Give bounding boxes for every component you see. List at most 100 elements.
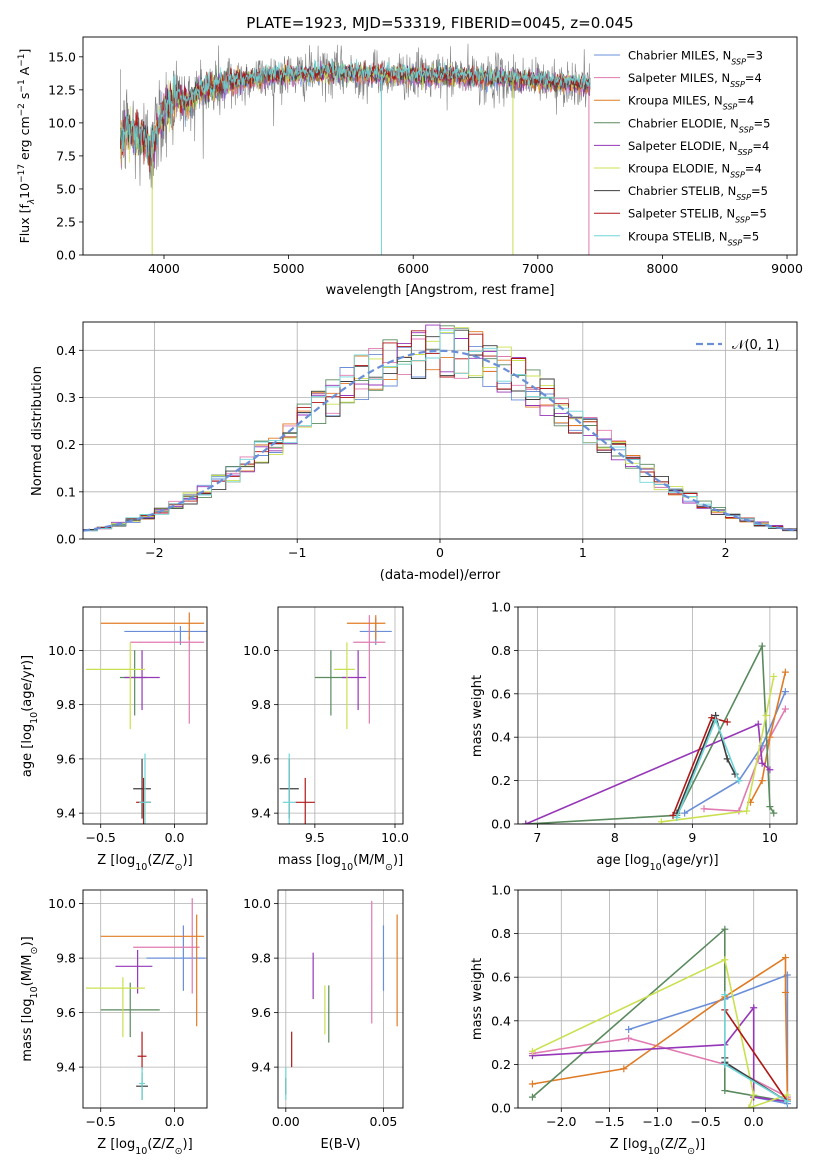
axes-frame	[277, 889, 404, 1109]
legend-entry: Chabrier STELIB, NSSP=5	[628, 184, 768, 202]
y-tick-label: 10.0	[48, 643, 76, 658]
y-tick-label: 0.1	[56, 484, 76, 499]
y-label-part: erg cm	[17, 116, 32, 164]
weight-marker	[770, 672, 778, 680]
weight-marker	[758, 759, 766, 767]
x-tick-label: 2	[722, 545, 730, 560]
y-label-part: 10	[17, 183, 32, 199]
weight-line	[532, 958, 788, 1108]
x-tick-label: 7000	[522, 261, 554, 276]
spectrum-plot-area	[120, 43, 591, 255]
x-tick-label: −1.0	[642, 1114, 672, 1129]
mass_vs_Z-axes: −0.5 0.0 9.4 9.6 9.8 10.0 Z [log10(Z/Z⊙)] mass …	[20, 889, 208, 1157]
weight-line	[525, 643, 775, 824]
weight-marker	[762, 712, 770, 719]
weight-marker	[754, 720, 762, 728]
residual_hist-axes: −2 −1 0 1 2 0.0 0.1 0.2 0.3 0.4	[56, 321, 798, 560]
mass-z-x-label: Z [log10(Z/Z⊙)]	[97, 1137, 192, 1157]
y-tick-label: 0.2	[491, 1057, 511, 1072]
legend-entry: 𝒩(0, 1)	[732, 338, 779, 353]
weight-marker	[743, 807, 751, 815]
weight-marker	[528, 1080, 536, 1088]
x-tick-label: 6000	[397, 261, 429, 276]
weight_vs_age-axes: 7 8 9 10 0.0 0.2 0.4 0.6 0.8 1.0 age [log10(age/yr…	[491, 600, 798, 873]
weight-marker	[781, 705, 789, 713]
x-tick-label: −1	[288, 545, 306, 560]
weight-marker	[708, 714, 716, 722]
y-tick-label: 0.0	[491, 1101, 511, 1116]
y-label-part: −2	[17, 103, 27, 116]
y-tick-label: 2.5	[56, 214, 76, 229]
weight-line	[703, 708, 787, 812]
legend-entry: Salpeter ELODIE, NSSP=4	[628, 139, 769, 157]
age_vs_mass-axes: 9.5 10.0 9.4 9.6 9.8 10.0 mass [log10(M/M⊙)]	[243, 606, 409, 873]
weight-marker	[673, 813, 681, 821]
weight-marker	[528, 1047, 536, 1055]
weight-line	[749, 671, 787, 803]
weight-marker	[745, 1104, 753, 1108]
weight-marker	[750, 1091, 758, 1099]
x-tick-label: 7	[533, 830, 541, 845]
weight_vs_Z-plot-area	[518, 890, 797, 1108]
weight-marker	[721, 1087, 729, 1095]
weight-marker	[766, 733, 774, 741]
x-tick-label: 4000	[148, 261, 180, 276]
age_vs_Z-axes: −0.5 0.0 9.4 9.6 9.8 10.0 Z [log10(Z/Z⊙)] age […	[20, 606, 208, 873]
y-tick-label: 9.8	[56, 697, 76, 712]
x-tick-label: 9	[688, 830, 696, 845]
x-tick-label: 1	[579, 545, 587, 560]
spectrum-title: PLATE=1923, MJD=53319, FIBERID=0045, z=0…	[246, 14, 633, 32]
weight-marker	[723, 755, 731, 763]
x-tick-label: 5000	[273, 261, 305, 276]
weight-marker	[750, 1004, 758, 1012]
y-tick-label: 10.0	[48, 115, 76, 130]
normal-curve	[83, 349, 797, 532]
weight-marker	[770, 809, 778, 817]
histogram-step	[83, 324, 797, 532]
x-tick-label: 9.5	[305, 830, 325, 845]
mass_vs_ebv-plot-area	[278, 890, 403, 1108]
legend-entry: Kroupa STELIB, NSSP=5	[628, 229, 759, 247]
age_vs_mass-plot-area	[278, 607, 403, 824]
histogram-step	[83, 331, 797, 533]
mass_vs_Z-plot-area	[83, 890, 207, 1108]
x-tick-label: 0.0	[744, 1114, 764, 1129]
y-tick-label: 9.4	[251, 806, 271, 821]
x-tick-label: −0.5	[690, 1114, 720, 1129]
y-tick-label: 10.0	[48, 896, 76, 911]
axes-frame	[82, 606, 208, 825]
weight-marker	[758, 642, 766, 650]
y-label-part: ]	[17, 49, 32, 54]
weight-marker	[766, 803, 774, 811]
model-spectrum-line	[120, 58, 591, 159]
y-tick-label: 0.3	[56, 390, 76, 405]
y-tick-label: 0.0	[491, 817, 511, 832]
weight-marker	[625, 1026, 633, 1034]
y-tick-label: 0.4	[491, 730, 511, 745]
weight-marker	[721, 925, 729, 933]
y-tick-label: 15.0	[48, 49, 76, 64]
weight-marker	[528, 1093, 536, 1101]
axes-frame	[82, 889, 208, 1109]
weight-marker	[522, 820, 530, 824]
weight-marker	[620, 1065, 628, 1073]
weight-marker	[781, 688, 789, 696]
weight-marker	[758, 777, 766, 785]
y-label-part: A	[17, 66, 32, 79]
weight-marker	[781, 668, 789, 676]
y-tick-label: 9.4	[251, 1060, 271, 1075]
y-tick-label: 1.0	[491, 600, 511, 615]
weight-marker	[781, 954, 789, 962]
y-label-part: −1	[17, 54, 27, 67]
y-tick-label: 10.0	[243, 896, 271, 911]
y-tick-label: 9.4	[56, 806, 76, 821]
y-label-part: −1	[17, 79, 27, 92]
x-tick-label: 0.0	[165, 1114, 185, 1129]
weight-marker	[766, 766, 774, 774]
residual_hist-plot-area	[83, 322, 797, 539]
y-label-part: Flux [f	[17, 204, 32, 244]
weight-marker	[657, 818, 665, 824]
x-tick-label: 8000	[647, 261, 679, 276]
weight-line	[661, 676, 775, 823]
